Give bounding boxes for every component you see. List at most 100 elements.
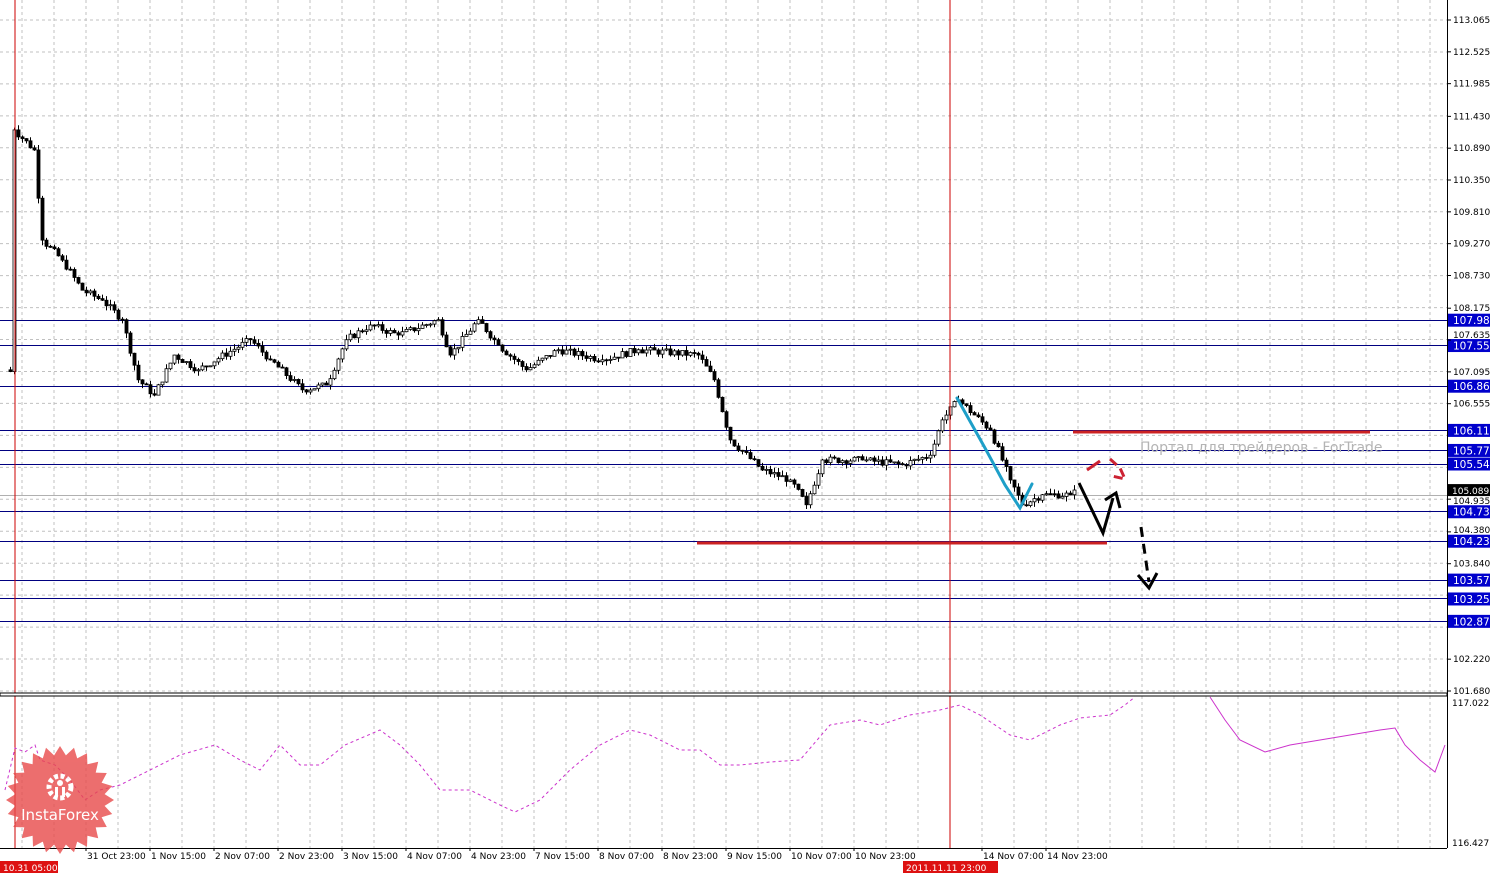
candle-bear [704,359,709,367]
candle-bull [688,352,693,356]
level-price-text: 106.86 [1453,381,1490,393]
candle-bear [792,479,797,485]
candle-bear [296,379,301,385]
candle-bear [520,361,525,367]
forecast-arrowhead-black[interactable] [1136,572,1159,591]
candle-bear [724,411,729,428]
candle-bear [748,452,753,460]
candle-bear [1036,498,1041,501]
candle-bear [28,140,33,149]
candle-bull [308,389,313,393]
forecast-arrowhead-red[interactable] [1108,457,1128,482]
candle-bear [380,324,385,331]
forecast-arrow-black[interactable] [1077,482,1115,538]
candle-bull [856,456,861,459]
candle-bear [412,327,417,332]
candle-bear [656,349,661,355]
level-price-label [1448,505,1490,519]
candle-bear [272,359,277,363]
level-price-text: 103.25 [1453,594,1490,606]
candle-bear [92,290,97,297]
candle-bear [1048,493,1053,496]
level-price-label [1448,457,1490,471]
candle-bear [484,323,489,333]
candle-bull [588,356,593,359]
price-tick-label: 111.430 [1453,112,1490,122]
candle-bear [968,405,973,414]
forecast-arrowhead-black[interactable] [1104,490,1122,509]
candle-bear [516,359,521,362]
candle-bull [680,350,685,356]
time-tick-label: 3 Nov 15:00 [343,852,398,862]
candle-bear [256,342,261,347]
level-price-text: 103.57 [1453,575,1490,587]
candle-bull [536,359,541,366]
forecast-dashed-arrow-black[interactable] [1139,526,1151,583]
candle-bear [716,379,721,398]
candle-bull [388,330,393,334]
highlight-time-label [903,861,998,873]
candle-bull [292,379,297,381]
candle-bull [612,356,617,360]
level-price-text: 104.23 [1453,536,1490,548]
candle-bull [460,336,465,348]
candle-bull [220,352,225,360]
candle-bear [56,248,61,257]
candle-bear [176,354,181,360]
level-price-text: 107.55 [1453,341,1490,353]
candle-bear [124,319,129,334]
candle-bull [232,348,237,352]
time-tick-label: 8 Nov 07:00 [599,852,654,862]
candle-bear [68,268,73,271]
candle-bear [152,393,157,396]
forecast-arrow-red[interactable] [1086,459,1101,472]
trend-drawing-cyan[interactable] [955,396,1034,512]
candle-bear [668,348,673,356]
candle-bull [340,348,345,360]
candle-bear [548,355,553,357]
candle-bear [80,282,85,291]
level-price-text: 105.77 [1453,445,1490,457]
candle-bull [312,388,317,391]
candle-bear [252,339,257,344]
candle-bull [172,354,177,364]
candle-bear [784,475,789,482]
candle-bull [1072,489,1077,496]
candle-bear [132,352,137,366]
candle-bull [852,456,857,462]
candle-bear [100,298,105,301]
price-tick-label: 107.095 [1453,368,1490,378]
candle-bear [140,379,145,385]
candle-bull [944,414,949,421]
candle-bull [620,351,625,359]
candle-bull [576,351,581,356]
candle-bear [692,352,697,354]
candle-bull [788,479,793,482]
pane-separator[interactable] [0,692,1448,697]
candle-bull [88,290,93,294]
candle-bear [20,136,25,139]
candle-bull [780,475,785,478]
candle-bear [24,138,29,142]
candle-bull [368,324,373,331]
candle-bull [916,458,921,461]
candle-bull [920,457,925,460]
candle-bear [572,348,577,356]
candle-bear [580,351,585,357]
candle-bear [192,367,197,372]
candle-bull [356,330,361,339]
candle-bull [240,341,245,348]
candle-bear [964,403,969,406]
candle-bull [868,457,873,461]
candle-bear [752,458,757,461]
candle-bull [568,348,573,351]
candle-bear [996,442,1001,448]
candle-bear [824,459,829,464]
candle-bull [164,368,169,383]
time-tick-label: 9 Nov 15:00 [727,852,782,862]
candle-bull [160,381,165,386]
candle-bear [900,463,905,466]
candle-bear [264,351,269,360]
candle-bull [168,362,173,370]
